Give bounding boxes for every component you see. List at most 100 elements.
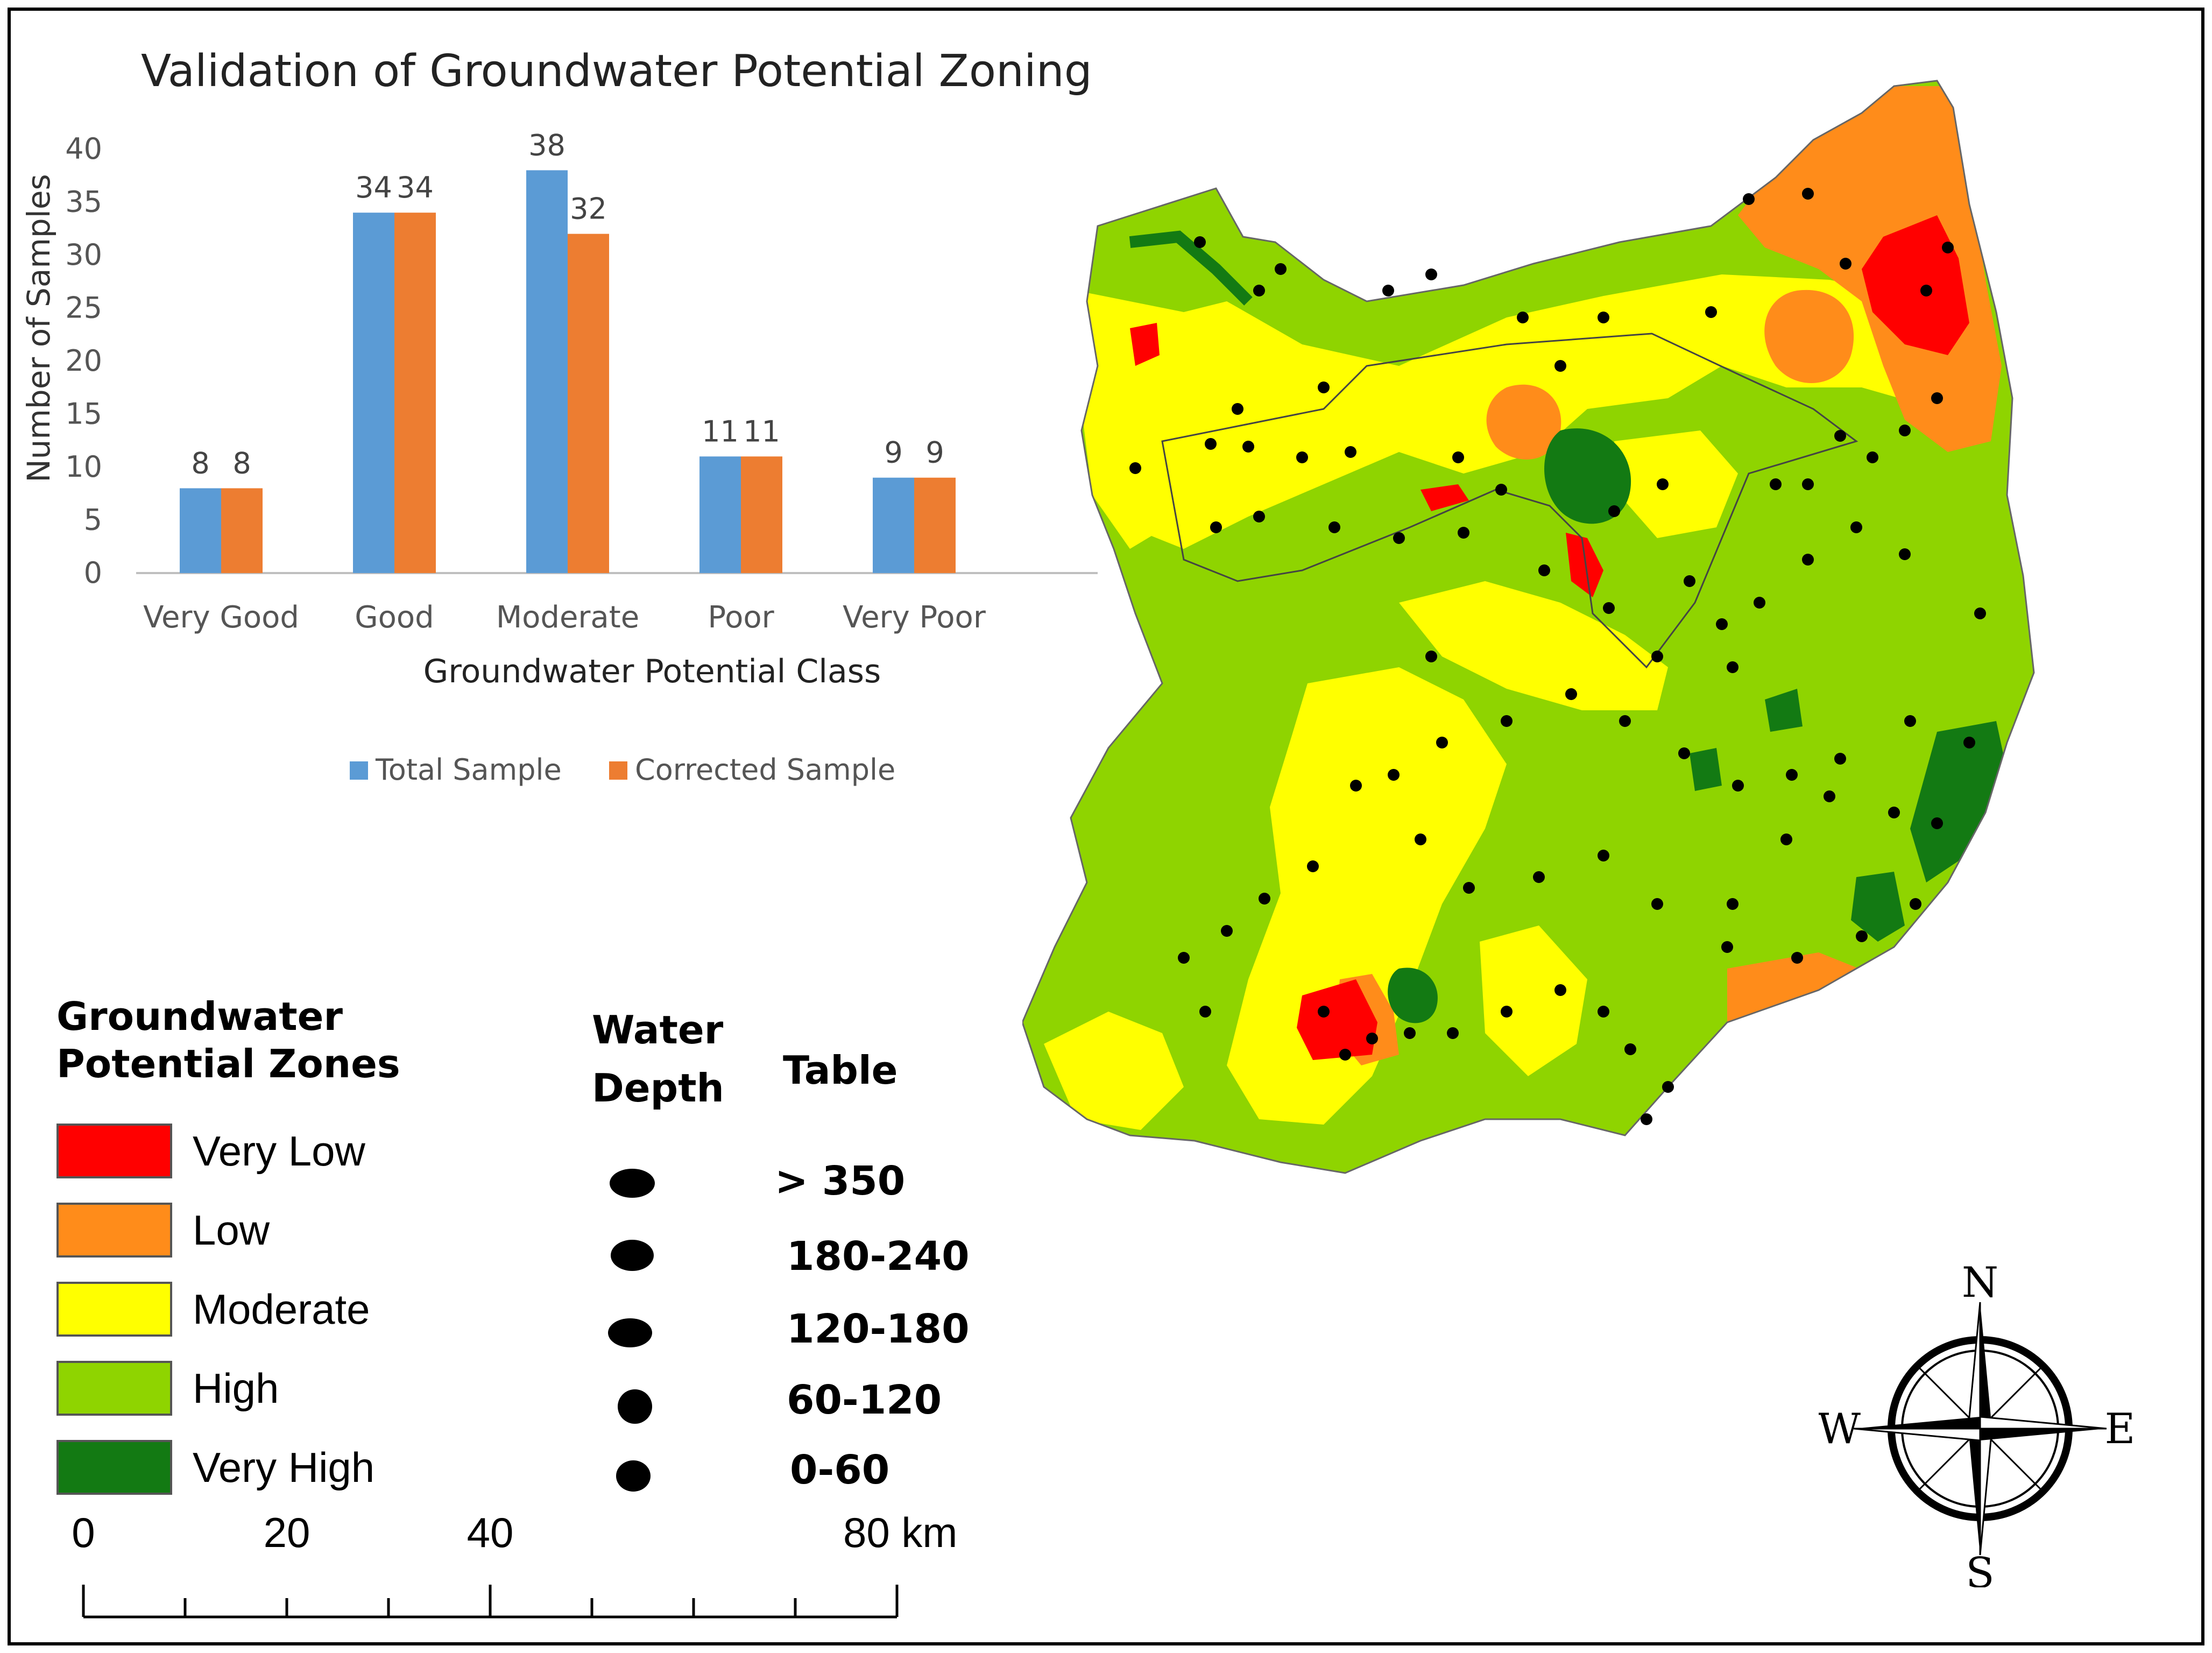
map-zone-veryhigh-east: [1910, 721, 2012, 882]
sample-point: [1436, 737, 1448, 748]
depth-title-depth: Depth: [592, 1065, 724, 1111]
sample-point: [1931, 817, 1943, 829]
x-axis-label: Groundwater Potential Class: [423, 653, 881, 690]
map-zone-veryhigh-river: [1129, 230, 1253, 306]
sample-point: [1608, 505, 1620, 517]
depth-label-180-240: 180-240: [787, 1233, 970, 1280]
map-zone-moderate-east-belt: [1614, 430, 1738, 538]
legend-swatch-high: [56, 1361, 172, 1416]
legend-swatch-total: [350, 761, 368, 780]
category-label: Poor: [708, 600, 774, 635]
legend-swatch-low: [56, 1203, 172, 1258]
sample-point: [1554, 984, 1566, 996]
sample-point: [1533, 871, 1545, 883]
sample-point: [1899, 425, 1911, 436]
sample-point: [1899, 548, 1911, 560]
sample-point: [1802, 554, 1814, 566]
y-tick-label: 35: [65, 185, 102, 219]
y-tick-label: 0: [84, 556, 102, 590]
sample-point: [1296, 451, 1308, 463]
sample-point: [1194, 236, 1206, 248]
bar-corrected-good: [394, 213, 436, 573]
depth-title-table: Table: [783, 1048, 898, 1093]
sample-point: [1517, 312, 1529, 323]
compass-label-w: W: [1819, 1405, 1861, 1453]
map-subdistrict-boundary: [1161, 333, 1858, 669]
sample-point: [1780, 833, 1792, 845]
map-zone-veryhigh-mid2: [1765, 689, 1803, 732]
depth-label-0-60: 0-60: [790, 1447, 890, 1493]
y-tick-label: 20: [65, 344, 102, 378]
sample-point: [1425, 651, 1437, 662]
sample-point: [1458, 527, 1469, 539]
sample-point: [1802, 478, 1814, 490]
category-label: Very Poor: [843, 600, 986, 635]
sample-point: [1554, 360, 1566, 372]
sample-point: [1275, 263, 1287, 275]
sample-point: [1931, 392, 1943, 404]
category-label: Very Good: [143, 600, 299, 635]
sample-point: [1678, 747, 1690, 759]
sample-point: [1178, 952, 1190, 964]
scale-label-20: 20: [264, 1509, 310, 1556]
sample-point: [1942, 242, 1954, 253]
depth-dot-gt350: [610, 1169, 655, 1198]
sample-point: [1339, 1049, 1351, 1061]
scale-label-80: 80 km: [843, 1509, 957, 1556]
map-boundary: [1022, 80, 2035, 1174]
sample-point: [1662, 1081, 1674, 1093]
map-zone-low-circle-ne: [1764, 289, 1854, 384]
sample-point: [1904, 715, 1916, 727]
map-zone-verylow-sw: [1297, 979, 1377, 1060]
sample-point: [1345, 446, 1356, 458]
sample-point: [1199, 1006, 1211, 1018]
depth-label-gt350: > 350: [775, 1158, 906, 1204]
legend-label-corrected: Corrected Sample: [635, 753, 895, 787]
y-tick-label: 30: [65, 238, 102, 272]
map-zone-veryhigh-south: [1388, 967, 1438, 1023]
map-zone-moderate-mid: [1399, 581, 1668, 710]
sample-point: [1824, 790, 1835, 802]
depth-label-60-120: 60-120: [787, 1377, 942, 1423]
sample-point: [1350, 780, 1362, 792]
sample-point: [1318, 382, 1330, 393]
sample-point: [1221, 925, 1233, 937]
bar-value-label: 9: [925, 436, 944, 470]
sample-point: [1328, 521, 1340, 533]
groundwater-zone-map: [1022, 80, 2035, 1174]
sample-points: [1129, 188, 1986, 1125]
compass-label-e: E: [2105, 1405, 2136, 1453]
category-label: Moderate: [496, 600, 639, 635]
bars: [180, 170, 956, 574]
bar-corrected-poor: [741, 456, 782, 573]
bar-corrected-moderate: [568, 234, 609, 574]
legend-label-high: High: [193, 1365, 279, 1412]
sample-point: [1382, 285, 1394, 296]
sample-point: [1452, 451, 1464, 463]
sample-point: [1129, 462, 1141, 474]
category-label: Good: [355, 600, 434, 635]
map-zone-veryhigh-southeast: [1851, 872, 1905, 942]
sample-point: [1856, 930, 1868, 942]
depth-title-water: Water: [592, 1007, 724, 1052]
sample-point: [1253, 511, 1265, 522]
legend-label-moderate: Moderate: [193, 1285, 370, 1333]
sample-point: [1538, 564, 1550, 576]
y-tick-label: 15: [65, 397, 102, 431]
zone-legend-title: Groundwater Potential Zones: [56, 994, 400, 1086]
bar-total-very-poor: [873, 477, 914, 573]
bar-value-label: 38: [528, 128, 566, 162]
sample-point: [1210, 521, 1222, 533]
sample-point: [1834, 753, 1846, 765]
sample-point: [1565, 688, 1577, 700]
sample-point: [1743, 193, 1755, 205]
sample-point: [1641, 1113, 1652, 1125]
sample-point: [1598, 1006, 1609, 1018]
bar-value-label: 34: [397, 171, 434, 204]
sample-point: [1840, 258, 1851, 270]
validation-bar-chart: Validation of Groundwater Potential Zoni…: [20, 46, 1098, 787]
bar-total-moderate: [526, 170, 568, 573]
sample-point: [1727, 661, 1738, 673]
depth-dot-180-240: [611, 1240, 654, 1271]
bar-value-label: 32: [570, 192, 607, 226]
